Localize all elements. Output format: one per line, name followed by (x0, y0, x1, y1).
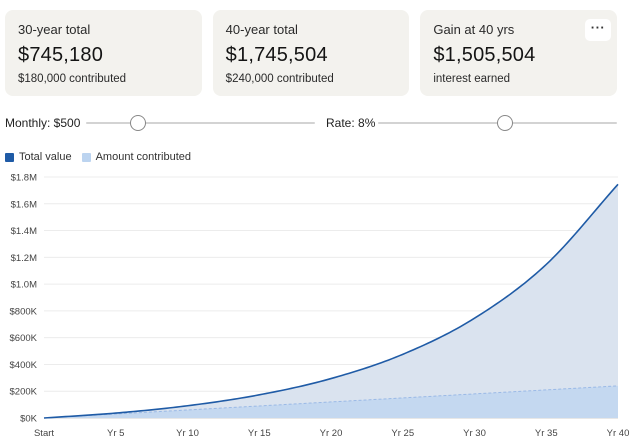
card-40-year-total: 40-year total $1,745,504 $240,000 contri… (212, 10, 410, 96)
x-tick-label: Yr 35 (535, 428, 558, 439)
card-30-year-total: 30-year total $745,180 $180,000 contribu… (5, 10, 202, 96)
controls: Monthly: $500 Rate: 8% (5, 113, 617, 133)
monthly-label: Monthly: $500 (5, 116, 81, 130)
x-tick-label: Yr 25 (391, 428, 414, 439)
y-tick-label: $200K (10, 387, 38, 398)
y-tick-label: $0K (20, 414, 38, 425)
card-sub: $240,000 contributed (225, 73, 334, 85)
y-tick-label: $1.4M (11, 226, 37, 237)
total-value-area (44, 184, 618, 418)
card-label: 30-year total (18, 22, 91, 37)
y-tick-label: $1.0M (11, 280, 37, 291)
card-label: 40-year total (225, 22, 298, 37)
rate-label: Rate: 8% (326, 116, 376, 130)
more-options-button[interactable]: ··· (585, 19, 612, 41)
rate-slider-thumb[interactable] (497, 115, 513, 131)
legend-label: Total value (19, 151, 72, 163)
y-tick-label: $400K (10, 360, 38, 371)
legend-swatch-contributed (81, 152, 91, 162)
card-sub: $180,000 contributed (18, 73, 127, 85)
legend-item-contributed: Amount contributed (81, 151, 191, 163)
card-value: $1,745,504 (225, 44, 328, 66)
y-tick-label: $800K (10, 306, 38, 317)
legend-label: Amount contributed (95, 151, 191, 163)
x-tick-label: Yr 20 (320, 428, 343, 439)
y-tick-label: $1.8M (11, 173, 37, 184)
x-tick-label: Yr 5 (107, 428, 124, 439)
card-value: $1,505,504 (433, 44, 536, 66)
monthly-slider-track[interactable] (86, 122, 315, 124)
x-tick-label: Start (34, 428, 54, 439)
card-label: Gain at 40 yrs (433, 22, 515, 37)
growth-chart: $0K $200K $400K $600K $800K $1.0M $1.2M $1.4M $1… (10, 173, 630, 440)
y-tick-label: $600K (10, 333, 38, 344)
y-tick-label: $1.2M (11, 253, 37, 264)
legend-item-total: Total value (5, 151, 72, 163)
legend-swatch-total (5, 152, 14, 162)
more-horizontal-icon: ··· (590, 19, 606, 35)
x-tick-label: Yr 40 (607, 428, 630, 439)
y-tick-label: $1.6M (11, 199, 37, 210)
monthly-slider-thumb[interactable] (130, 115, 146, 131)
x-tick-label: Yr 10 (176, 428, 199, 439)
summary-cards: 30-year total $745,180 $180,000 contribu… (5, 10, 618, 96)
card-sub: interest earned (433, 73, 511, 85)
card-value: $745,180 (18, 44, 104, 66)
x-tick-label: Yr 15 (248, 428, 271, 439)
card-gain-at-40-yrs: Gain at 40 yrs $1,505,504 interest earne… (420, 10, 618, 96)
chart-legend: Total value Amount contributed (5, 150, 191, 164)
x-tick-label: Yr 30 (463, 428, 486, 439)
